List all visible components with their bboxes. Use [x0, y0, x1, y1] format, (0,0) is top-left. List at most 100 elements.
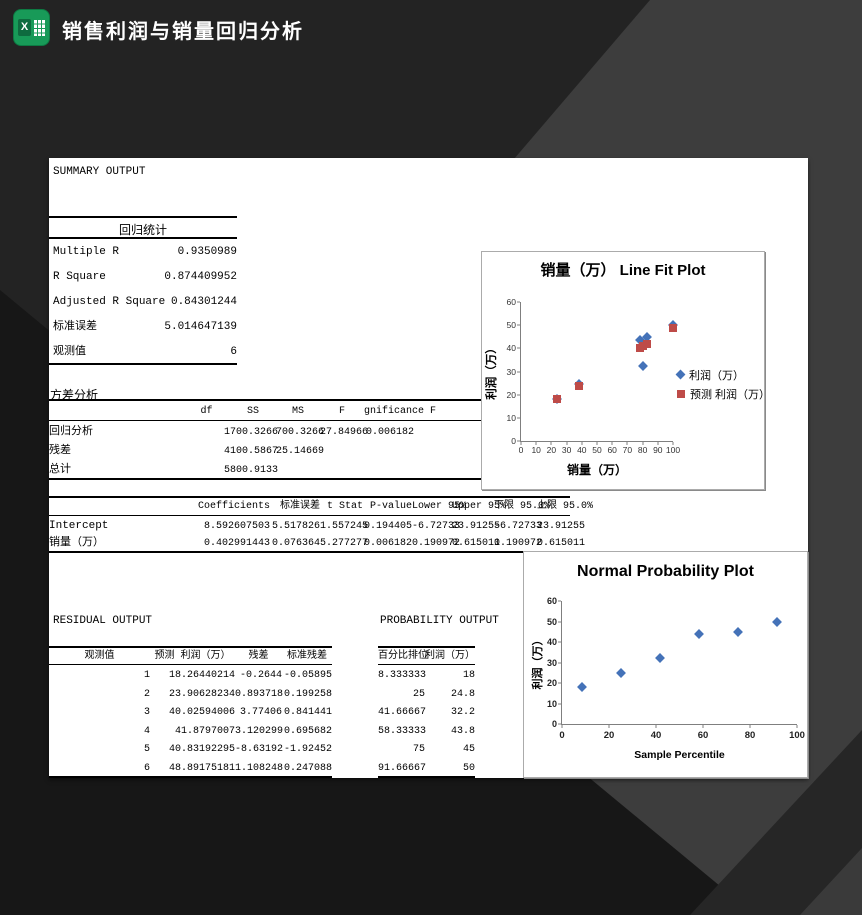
table-row: 91.66667 50 [378, 760, 475, 779]
legend-label: 预测 利润（万） [690, 388, 771, 401]
x-tick-label: 40 [650, 730, 662, 741]
table-cell: 43.8 [450, 725, 475, 737]
table-divider [49, 420, 570, 421]
table-row: 1 18.26440214 -0.2644 -0.05895 [49, 667, 332, 686]
line-fit-x-axis-label: 销量（万） [566, 463, 627, 477]
line-fit-y-axis-ticks: 0 10 20 30 40 50 60 [492, 297, 516, 446]
line-fit-y-axis-label: 利润（万） [486, 342, 498, 400]
page-title: 销售利润与销量回归分析 [62, 21, 304, 43]
table-row: 4 41.8797007 3.120299 0.695682 [49, 723, 332, 742]
data-point [733, 626, 744, 637]
table-cell: 18 [462, 670, 475, 681]
anova-table: 回归分析 1 700.3266 700.3266 27.84966 0.006182 残差 4… [49, 423, 414, 480]
table-cell: 48.89175181 [168, 762, 235, 774]
legend-item: 利润（万） [675, 365, 770, 384]
tick-mark [581, 442, 583, 445]
x-tick-label: 20 [546, 445, 557, 455]
regression-stats-header: 回归统计 [118, 224, 167, 238]
residual-header-cell: 残差 [248, 651, 269, 662]
table-cell: -6.72733 [412, 521, 461, 532]
table-row: 41.66667 32.2 [378, 704, 475, 723]
tick-mark [558, 662, 561, 663]
coef-header-cell: 标准误差 [280, 501, 320, 512]
table-cell: 5.277277 [320, 538, 369, 549]
table-cell: 3 [143, 707, 150, 718]
tick-mark [558, 723, 561, 725]
tick-mark [517, 394, 520, 396]
table-cell: Multiple R [53, 246, 120, 258]
table-row: 6 48.89175181 1.108248 0.247088 [49, 760, 332, 779]
table-cell: 标准误差 [53, 321, 97, 333]
tick-mark [749, 725, 751, 728]
table-cell: 4 [143, 725, 150, 737]
table-row: 标准误差 5.014647139 [53, 315, 237, 340]
normal-probability-plot-chart[interactable] [523, 551, 808, 778]
table-cell: 观测值 [53, 346, 86, 358]
table-divider [49, 496, 570, 498]
residual-header-cell: 预测 利润（万） [154, 651, 231, 662]
data-point [576, 682, 587, 693]
line-fit-plot-chart[interactable] [481, 251, 765, 490]
table-cell: 销量（万） [49, 537, 104, 549]
table-cell: 0.076364 [271, 538, 320, 549]
data-point [772, 616, 783, 627]
x-tick-label: 0 [518, 445, 524, 455]
anova-header-cell: SS [246, 406, 259, 417]
tick-mark [672, 442, 674, 445]
table-cell: 800.9133 [230, 465, 279, 476]
x-tick-label: 80 [744, 730, 756, 741]
table-cell: 0.006182 [365, 427, 414, 438]
table-cell: 700.3266 [276, 427, 325, 438]
table-cell: 8.333333 [378, 670, 427, 681]
table-row: 3 40.02594006 3.77406 0.841441 [49, 704, 332, 723]
table-row: Multiple R 0.9350989 [53, 240, 237, 265]
table-cell: 25 [412, 688, 425, 700]
legend-label: 利润（万） [689, 369, 744, 382]
data-point [669, 323, 677, 332]
tick-mark [517, 347, 520, 349]
y-tick-label: 60 [506, 297, 516, 307]
coef-header-cell: 下限 95.0% [494, 501, 551, 512]
table-cell: 1 [223, 427, 230, 438]
line-fit-plot-title: 销量（万） Line Fit Plot [540, 262, 706, 279]
table-cell: 0.194405 [363, 521, 412, 532]
table-cell: 5 [143, 744, 150, 755]
table-cell: -0.05895 [283, 670, 332, 681]
diamond-marker-icon [675, 369, 686, 380]
probability-header-cell: 百分比排位 [378, 651, 428, 662]
table-cell: 75 [412, 744, 425, 755]
tick-mark [535, 442, 537, 445]
probability-header-cell: 利润（万） [425, 651, 475, 662]
table-cell: 23.90628234 [168, 688, 235, 700]
coef-header-cell: 上限 95.0% [537, 501, 594, 512]
table-cell: 0.9350989 [177, 246, 237, 258]
excel-x-glyph: X [18, 19, 31, 36]
y-tick-label: 0 [511, 436, 516, 446]
anova-header-cell [49, 405, 183, 419]
table-divider [49, 237, 237, 239]
table-cell: 5 [223, 465, 230, 476]
x-tick-label: 40 [577, 445, 587, 455]
table-cell: 40.83192295 [168, 744, 235, 755]
table-row: 58.33333 43.8 [378, 723, 475, 742]
residual-header-cell: 标准残差 [287, 651, 327, 662]
x-tick-label: 60 [697, 730, 709, 741]
table-divider [378, 776, 475, 778]
table-cell: 25.14669 [276, 446, 325, 457]
table-cell: 100.5867 [230, 446, 279, 457]
coefficients-header-row: Coefficients 标准误差 t Stat P-value Lower 9… [49, 500, 594, 514]
y-tick-label: 20 [546, 678, 557, 688]
line-fit-plot-area [517, 301, 678, 445]
coefficients-table: Intercept 8.592607503 5.517826 1.557245 0.19… [49, 518, 585, 552]
table-divider [378, 664, 475, 665]
residual-output-title: RESIDUAL OUTPUT [53, 615, 153, 627]
tick-mark [626, 442, 628, 445]
table-cell: 24.8 [450, 688, 475, 700]
table-cell: 41.8797007 [174, 725, 235, 737]
table-divider [49, 216, 237, 218]
table-cell: 58.33333 [378, 725, 427, 737]
table-cell: 6 [143, 762, 150, 774]
table-row: R Square 0.874409952 [53, 265, 237, 290]
table-cell: 2 [143, 688, 150, 700]
table-cell: 残差 [49, 445, 71, 457]
